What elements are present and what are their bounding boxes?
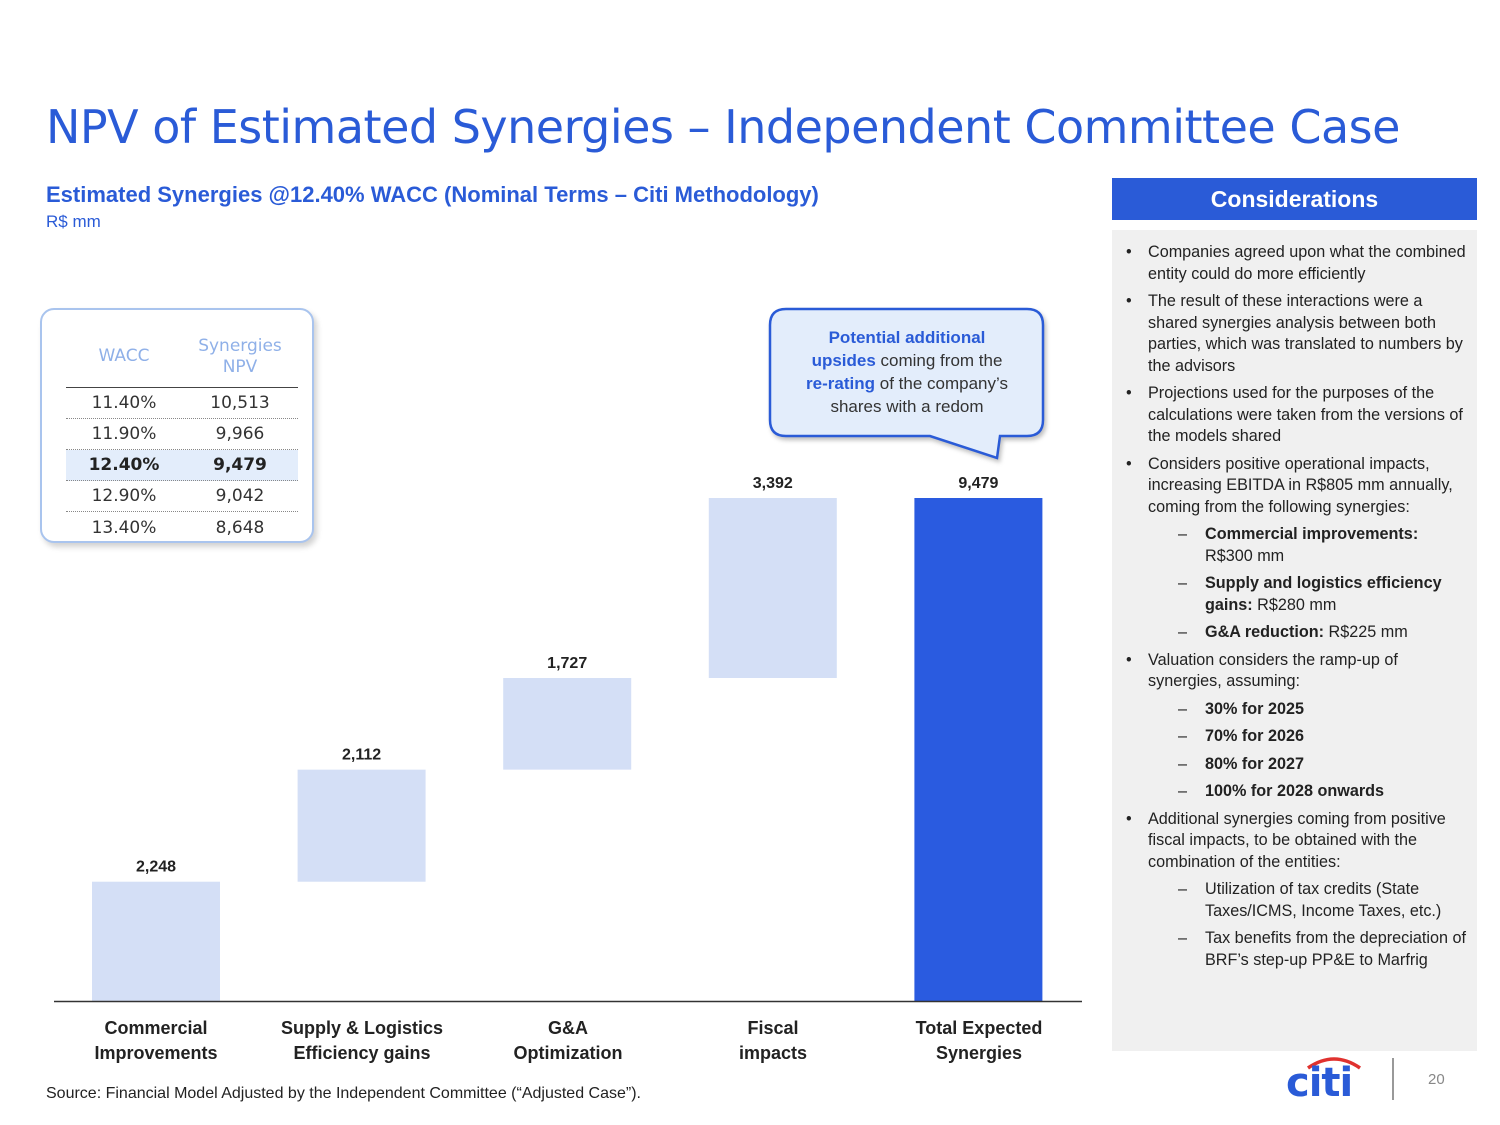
increment-bar bbox=[708, 498, 837, 678]
dash-icon: – bbox=[1178, 754, 1188, 773]
consideration-text: Commercial improvements: R$300 mm bbox=[1205, 525, 1419, 565]
consideration-text: Utilization of tax credits (State Taxes/… bbox=[1205, 880, 1442, 920]
wacc-value: 12.40% bbox=[88, 455, 160, 475]
wacc-value: 12.90% bbox=[91, 486, 157, 506]
increment-bar bbox=[92, 881, 220, 1001]
callout-line3: of the company’s bbox=[875, 374, 1008, 393]
data-label: 1,727 bbox=[547, 655, 587, 672]
wacc-row: 11.90% 9,966 bbox=[66, 419, 298, 450]
citi-logo: citi bbox=[1286, 1060, 1353, 1106]
data-label: 2,248 bbox=[136, 859, 176, 876]
increment-bar bbox=[503, 677, 632, 770]
x-tick-label: G&A Optimization bbox=[513, 1018, 623, 1063]
consideration-sub-bullet: – G&A reduction: R$225 mm bbox=[1122, 622, 1467, 644]
callout-line1: Potential additional bbox=[828, 328, 986, 347]
consideration-text: Companies agreed upon what the combined … bbox=[1148, 243, 1466, 283]
wacc-row: 12.90% 9,042 bbox=[66, 481, 298, 512]
wacc-header: WACC bbox=[98, 346, 150, 366]
consideration-text: Additional synergies coming from positiv… bbox=[1148, 809, 1446, 871]
callout-line2-bold: upsides bbox=[811, 351, 876, 370]
dash-icon: – bbox=[1178, 574, 1188, 592]
dash-icon: – bbox=[1178, 727, 1188, 745]
dash-icon: – bbox=[1178, 623, 1188, 641]
consideration-sub-bullet: – Tax benefits from the depreciation of B… bbox=[1122, 928, 1467, 971]
page-number: 20 bbox=[1428, 1071, 1445, 1088]
consideration-sub-bullet: –30% for 2025 bbox=[1122, 699, 1467, 721]
consideration-text: 30% for 2025 bbox=[1205, 699, 1304, 718]
total-bar bbox=[914, 498, 1043, 1001]
npv-value: 10,513 bbox=[210, 393, 270, 413]
consideration-bullet: • Additional synergies coming from positi… bbox=[1122, 809, 1467, 874]
dash-icon: – bbox=[1178, 525, 1188, 543]
wacc-row-highlighted: 12.40% 9,479 bbox=[66, 450, 298, 481]
wacc-value: 13.40% bbox=[91, 517, 157, 538]
chart-subtitle: Estimated Synergies @12.40% WACC (Nomina… bbox=[46, 182, 819, 207]
wacc-sensitivity-table: WACC Synergies NPV 11.40% 10,513 11.90% 9,… bbox=[40, 308, 314, 543]
consideration-bullet: • Considers positive operational impacts,… bbox=[1122, 454, 1467, 519]
wacc-value: 11.90% bbox=[91, 424, 157, 444]
consideration-text: Supply and logistics efficiency gains: R… bbox=[1205, 574, 1442, 614]
consideration-text: Tax benefits from the depreciation of BR… bbox=[1205, 929, 1466, 969]
consideration-bullet: • Companies agreed upon what the combined… bbox=[1122, 242, 1467, 285]
bullet-icon: • bbox=[1126, 454, 1132, 473]
dash-icon: – bbox=[1178, 782, 1188, 800]
wacc-row: 13.40% 8,648 bbox=[66, 512, 298, 543]
considerations-list: • Companies agreed upon what the combined… bbox=[1112, 230, 1477, 1051]
consideration-bullet: • Valuation considers the ramp-up of syne… bbox=[1122, 650, 1467, 693]
npv-value: 9,479 bbox=[213, 455, 267, 475]
x-tick-label: Total Expected Synergies bbox=[915, 1018, 1043, 1063]
data-label: 2,112 bbox=[342, 747, 381, 764]
consideration-text: 80% for 2027 bbox=[1205, 754, 1304, 773]
data-label: 3,392 bbox=[753, 475, 793, 492]
considerations-header: Considerations bbox=[1112, 178, 1477, 220]
npv-header: Synergies NPV bbox=[182, 336, 298, 378]
waterfall-chart: 2,248 2,112 1,727 3,392 9,479 bbox=[54, 307, 1082, 1003]
callout-line3-bold: re-rating bbox=[806, 374, 876, 393]
wacc-value: 11.40% bbox=[91, 393, 157, 413]
consideration-text: Considers positive operational impacts, … bbox=[1148, 454, 1453, 516]
page-title: NPV of Estimated Synergies – Independent… bbox=[46, 100, 1400, 154]
npv-value: 9,966 bbox=[215, 424, 265, 444]
increment-bar bbox=[297, 769, 426, 882]
consideration-sub-bullet: –100% for 2028 onwards bbox=[1122, 781, 1467, 803]
dash-icon: – bbox=[1178, 699, 1188, 718]
wacc-table-header: WACC Synergies NPV bbox=[66, 326, 298, 388]
consideration-text: G&A reduction: R$225 mm bbox=[1205, 623, 1408, 641]
consideration-text: 100% for 2028 onwards bbox=[1205, 782, 1385, 800]
x-tick-label: Supply & Logistics Efficiency gains bbox=[280, 1018, 444, 1063]
consideration-sub-bullet: –80% for 2027 bbox=[1122, 754, 1467, 776]
dash-icon: – bbox=[1178, 929, 1188, 947]
consideration-bullet: • Projections used for the purposes of th… bbox=[1122, 383, 1467, 448]
consideration-bullet: • The result of these interactions were a… bbox=[1122, 291, 1467, 377]
npv-value: 9,042 bbox=[215, 486, 265, 506]
consideration-text: Projections used for the purposes of the… bbox=[1148, 384, 1463, 445]
x-tick-label: Commercial Improvements bbox=[94, 1018, 218, 1063]
citi-arc-icon bbox=[1307, 1057, 1361, 1070]
npv-header-text: Synergies NPV bbox=[198, 335, 282, 377]
consideration-sub-bullet: – Utilization of tax credits (State Taxes… bbox=[1122, 879, 1467, 922]
bullet-icon: • bbox=[1126, 809, 1132, 828]
chart-unit: R$ mm bbox=[46, 212, 101, 231]
bullet-icon: • bbox=[1126, 650, 1132, 669]
callout-line4: shares with a redom bbox=[830, 397, 984, 416]
consideration-text: Valuation considers the ramp-up of syner… bbox=[1148, 650, 1398, 691]
footer-divider bbox=[1392, 1058, 1394, 1100]
source-note: Source: Financial Model Adjusted by the … bbox=[46, 1085, 641, 1102]
data-label: 9,479 bbox=[958, 475, 998, 492]
bullet-icon: • bbox=[1126, 384, 1132, 402]
wacc-row: 11.40% 10,513 bbox=[66, 388, 298, 419]
consideration-sub-bullet: – Supply and logistics efficiency gains: … bbox=[1122, 573, 1467, 616]
npv-value: 8,648 bbox=[215, 517, 265, 538]
x-tick-label: Fiscal impacts bbox=[738, 1018, 808, 1063]
callout-text: Potential additional upsides coming from… bbox=[772, 326, 1042, 418]
callout-line2: coming from the bbox=[875, 351, 1003, 370]
bullet-icon: • bbox=[1126, 292, 1132, 310]
consideration-sub-bullet: –70% for 2026 bbox=[1122, 726, 1467, 748]
callout-bubble bbox=[768, 307, 1045, 460]
consideration-text: 70% for 2026 bbox=[1205, 727, 1304, 745]
dash-icon: – bbox=[1178, 880, 1188, 898]
bullet-icon: • bbox=[1126, 243, 1132, 261]
consideration-sub-bullet: – Commercial improvements: R$300 mm bbox=[1122, 524, 1467, 567]
consideration-text: The result of these interactions were a … bbox=[1148, 292, 1463, 375]
